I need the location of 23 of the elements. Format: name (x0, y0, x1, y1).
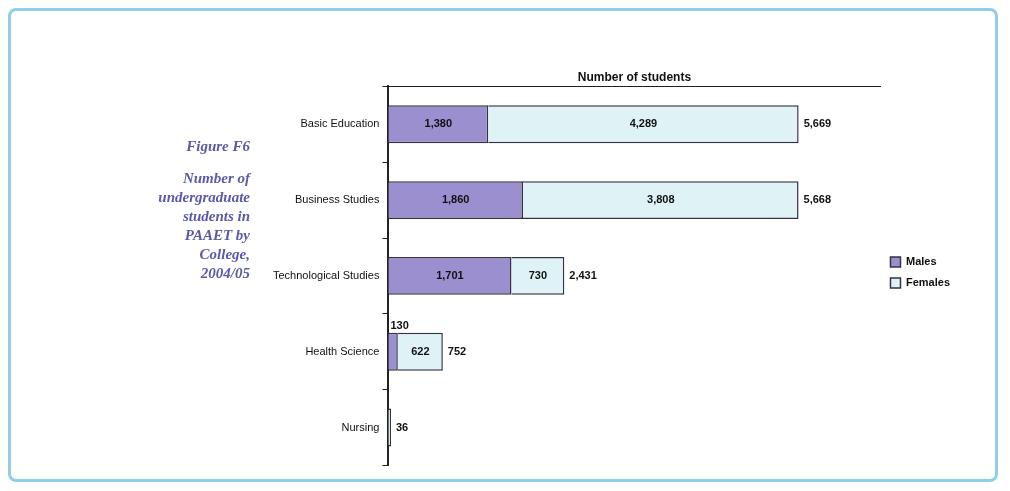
data-label: 3,808 (647, 193, 675, 206)
total-label: 752 (447, 344, 467, 357)
data-label: 36 (396, 420, 409, 433)
legend-label: Males (905, 255, 937, 268)
data-label: 622 (411, 344, 430, 357)
data-label: 1,701 (436, 268, 464, 281)
data-label: 730 (528, 268, 548, 281)
y-tick-label: Technological Studies (273, 268, 380, 281)
data-label: 4,289 (629, 117, 658, 130)
total-label: 2,431 (569, 268, 597, 281)
y-tick-label: Business Studies (295, 193, 380, 206)
text: Figure F6 (185, 138, 250, 155)
y-tick-label: Basic Education (300, 117, 380, 130)
data-label: 1,860 (441, 193, 470, 206)
total-label: 5,669 (803, 117, 832, 130)
x-axis-title: Number of students (577, 69, 692, 84)
data-label: 130 (390, 319, 409, 332)
text: Number of undergraduate students in PAAET by College, 2004/05 (157, 169, 250, 283)
total-label: 5,668 (803, 193, 832, 206)
legend-label: Females (905, 276, 950, 289)
y-tick-label: Nursing (341, 420, 380, 433)
y-tick-label: Health Science (305, 344, 380, 357)
data-label: 1,380 (424, 117, 453, 130)
